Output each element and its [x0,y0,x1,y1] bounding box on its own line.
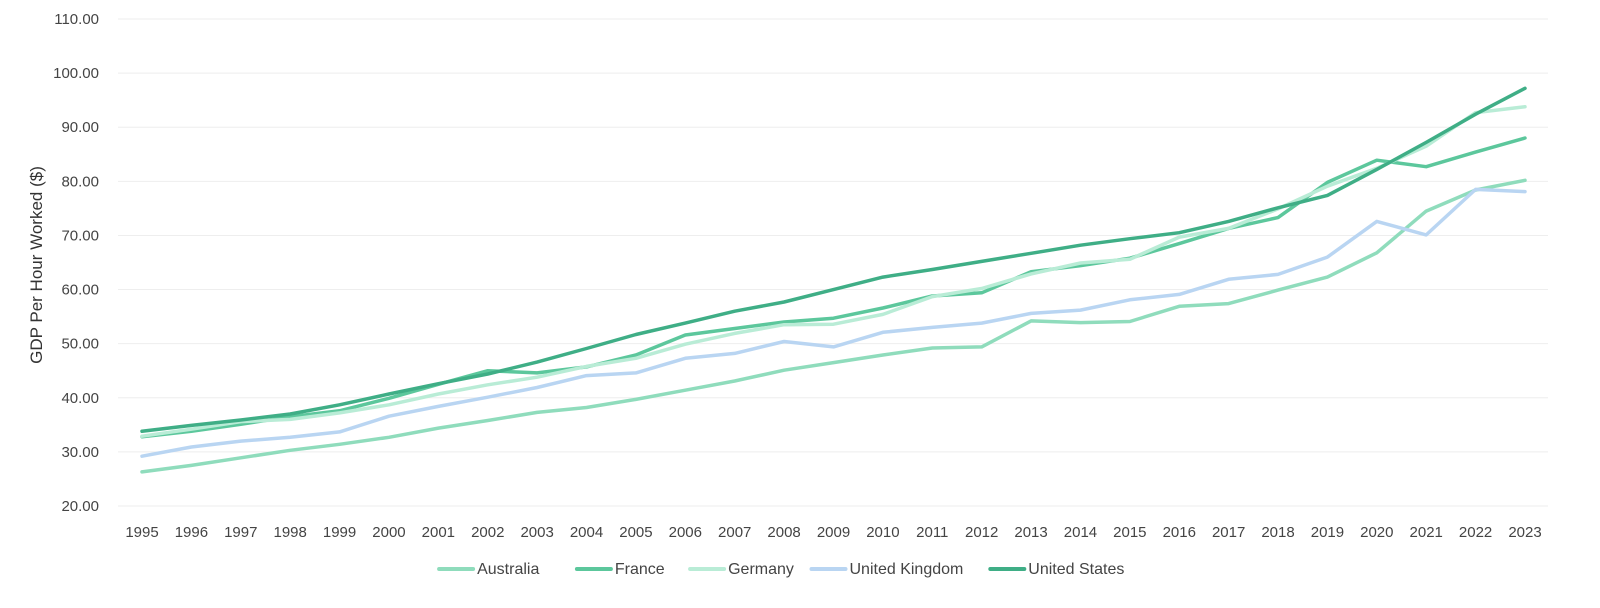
legend-item[interactable]: France [574,561,665,578]
y-tick-label: 50.00 [61,336,99,353]
y-tick-label: 80.00 [61,173,99,190]
x-tick-label: 2020 [1360,524,1393,541]
x-tick-label: 2011 [916,524,948,541]
x-tick-label: 1998 [273,524,306,541]
x-tick-label: 2002 [471,524,504,541]
series-line-germany [140,104,1527,438]
y-tick-label: 90.00 [61,119,99,136]
x-tick-label: 2017 [1212,524,1245,541]
series-line-australia [140,178,1527,474]
x-axis-ticks: 1995 1996 1997 1998 1999 2000 2001 2002 2003 2004… [125,524,1541,541]
legend-label: United Kingdom [850,561,964,578]
y-tick-label: 110.00 [54,11,99,28]
legend-item[interactable]: United States [988,561,1124,578]
y-tick-label: 20.00 [61,498,99,515]
legend-item[interactable]: Australia [437,561,539,578]
series-line-france [140,136,1527,439]
x-tick-label: 2007 [718,524,751,541]
series-line-united-kingdom [140,187,1527,458]
x-tick-label: 2022 [1459,524,1492,541]
x-tick-label: 1999 [323,524,356,541]
x-tick-label: 2018 [1261,524,1294,541]
y-axis-title: GDP Per Hour Worked ($) [27,166,46,364]
x-tick-label: 2005 [619,524,652,541]
y-axis-ticks: 20.00 30.00 40.00 50.00 60.00 70.00 80.00 90.00… [53,11,99,515]
x-tick-label: 2006 [669,524,702,541]
x-tick-label: 2008 [767,524,800,541]
x-tick-label: 2015 [1113,524,1146,541]
x-tick-label: 2019 [1311,524,1344,541]
x-tick-label: 2010 [866,524,899,541]
x-tick-label: 2014 [1064,524,1097,541]
x-tick-label: 2001 [422,524,455,541]
legend-label: Germany [728,561,794,578]
legend-label: Australia [477,561,539,578]
x-tick-label: 2000 [372,524,405,541]
legend-label: United States [1028,561,1124,578]
x-tick-label: 1996 [175,524,208,541]
x-tick-label: 1995 [125,524,158,541]
x-tick-label: 2016 [1163,524,1196,541]
x-tick-label: 2021 [1410,524,1443,541]
x-tick-label: 2023 [1508,524,1541,541]
x-tick-label: 2004 [570,524,603,541]
legend-item[interactable]: United Kingdom [809,561,964,578]
legend-item[interactable]: Germany [688,561,794,578]
x-tick-label: 2012 [965,524,998,541]
y-tick-label: 70.00 [61,227,99,244]
y-tick-label: 60.00 [61,282,99,299]
x-tick-label: 2013 [1014,524,1047,541]
series-lines [140,86,1527,474]
x-tick-label: 1997 [224,524,257,541]
legend: Australia France Germany United Kingdom Unit… [437,561,1124,578]
y-tick-label: 40.00 [61,390,99,407]
y-tick-label: 30.00 [61,444,99,461]
x-tick-label: 2009 [817,524,850,541]
series-line-united-states [140,86,1527,434]
y-tick-label: 100.00 [53,65,99,82]
legend-label: France [615,561,665,578]
x-tick-label: 2003 [520,524,553,541]
